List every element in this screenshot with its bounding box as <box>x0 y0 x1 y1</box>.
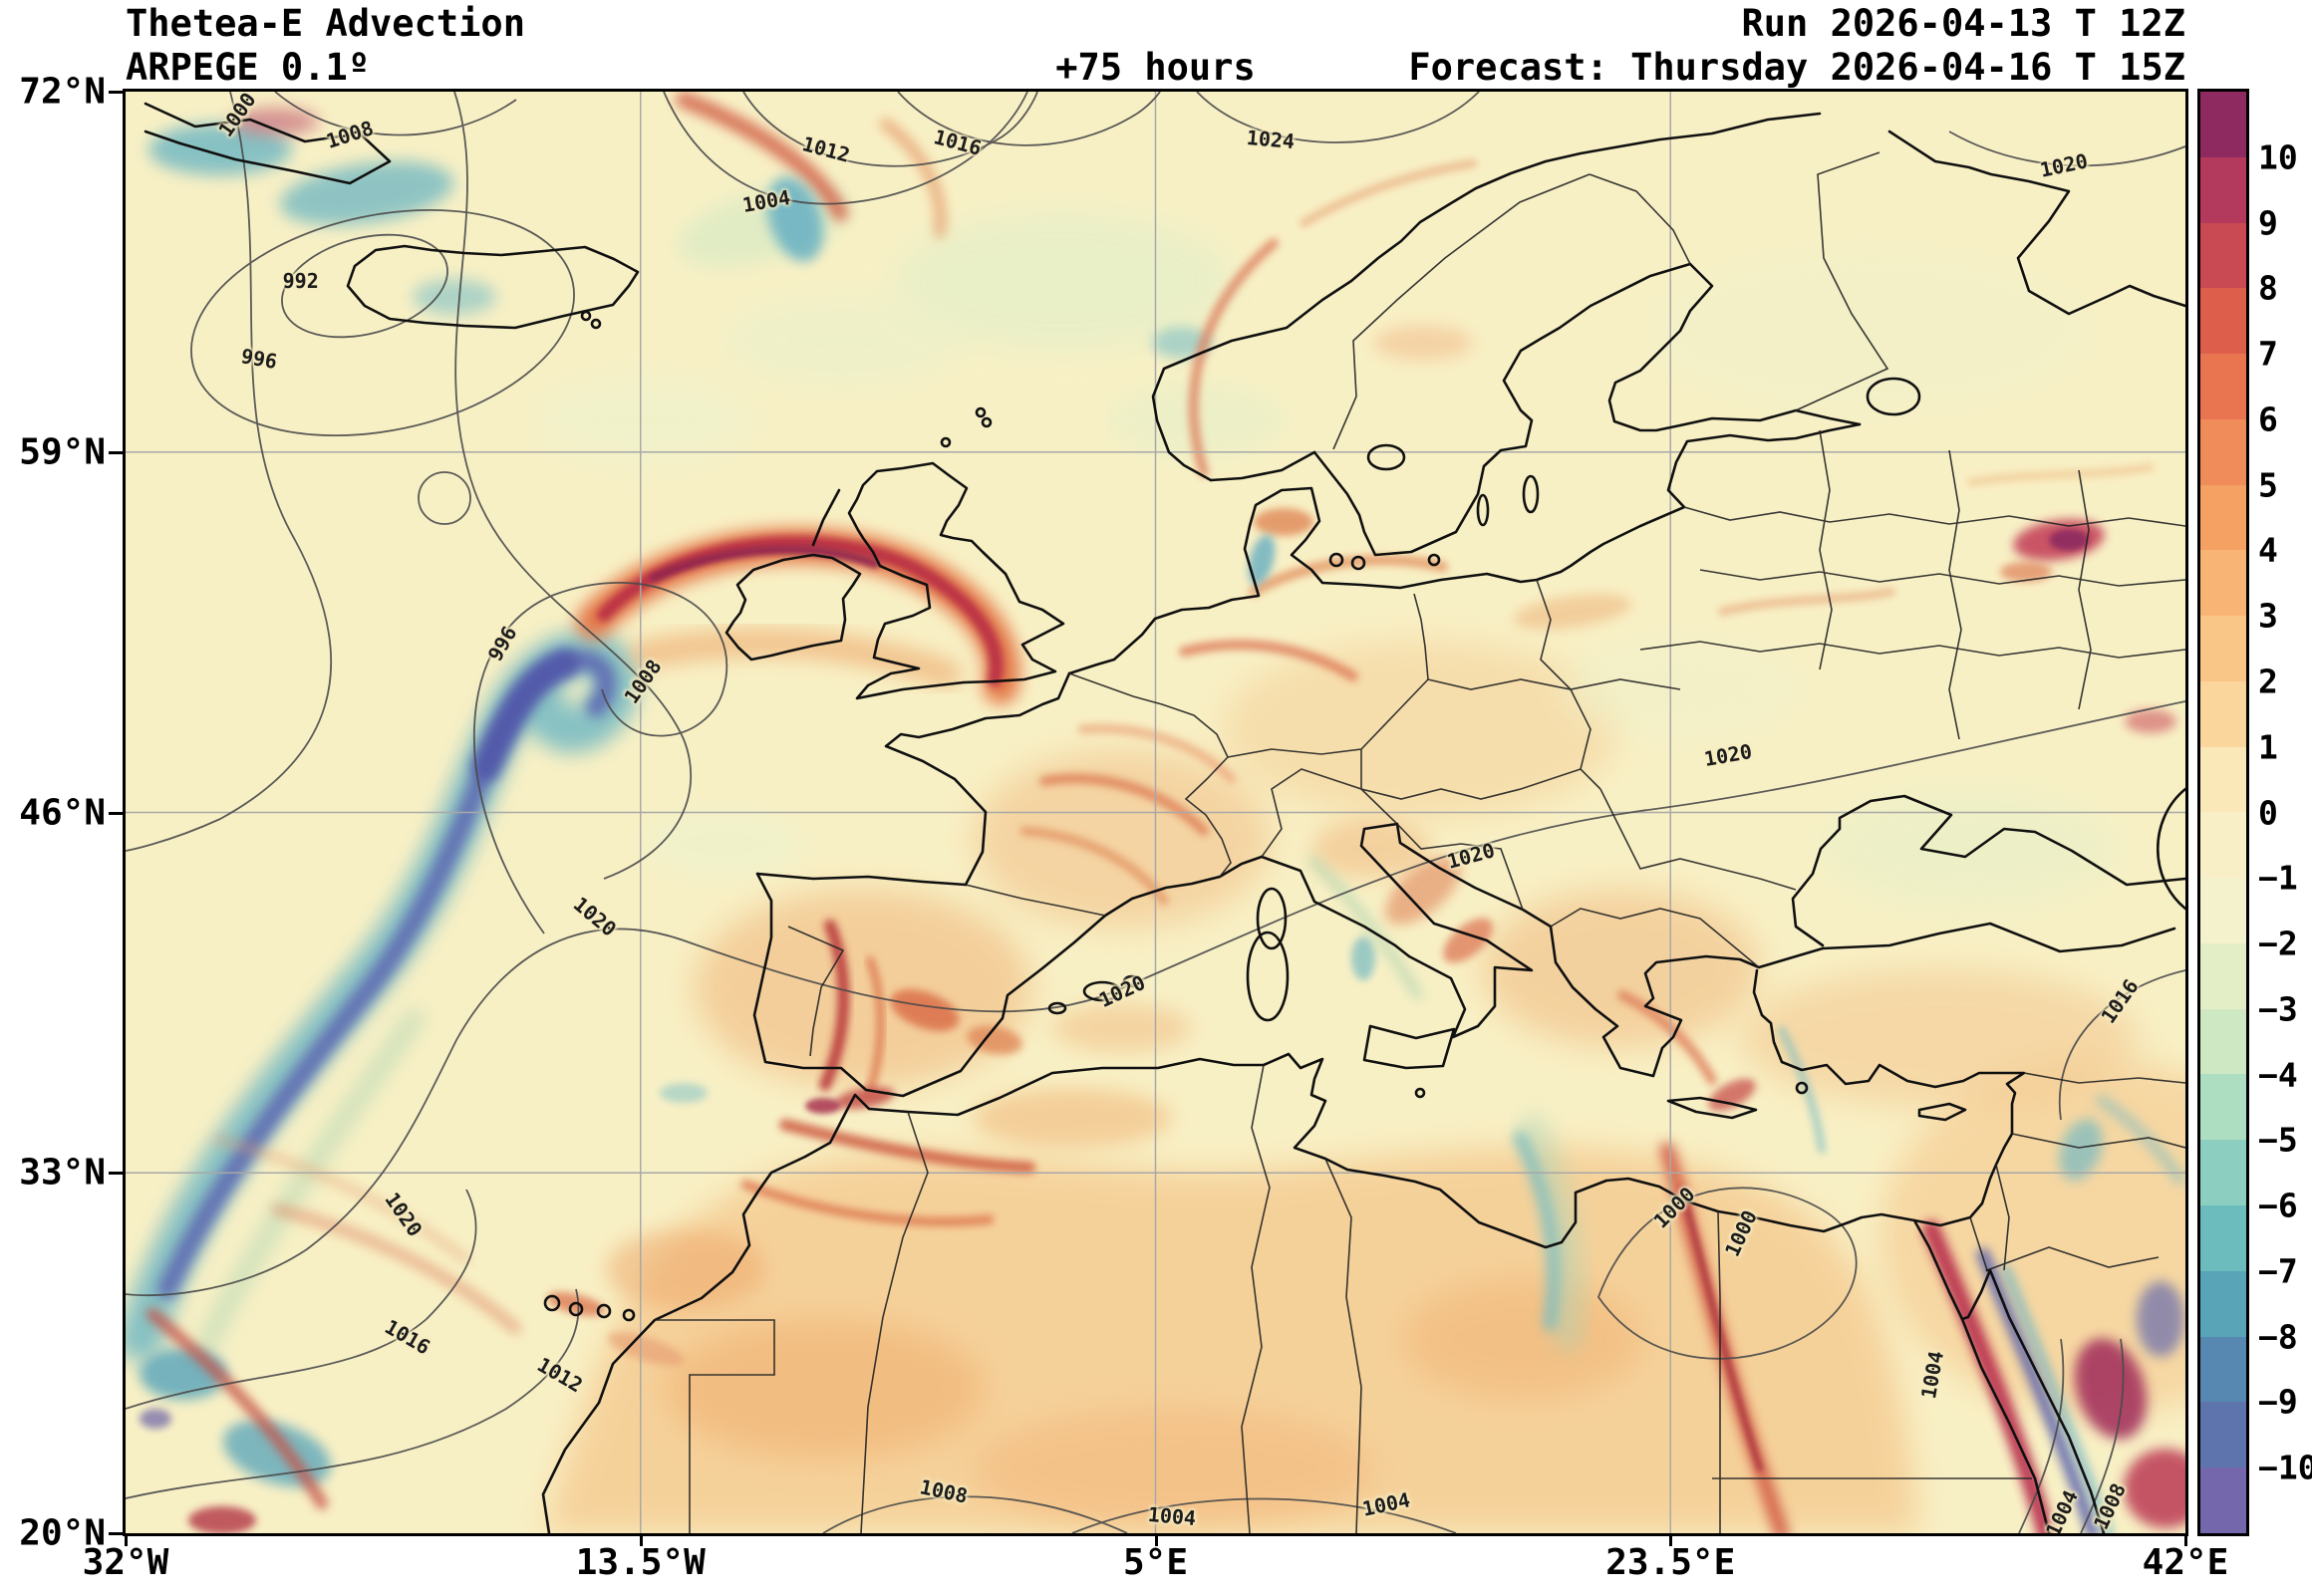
colorbar-segment <box>2200 878 2246 943</box>
colorbar-segment <box>2200 746 2246 813</box>
y-tick-label: 20°N <box>19 1512 106 1554</box>
colorbar-segment <box>2200 1270 2246 1337</box>
colorbar-tick-label: −3 <box>2258 989 2298 1029</box>
colorbar-segment <box>2200 222 2246 289</box>
gridlines-layer <box>126 92 2185 1533</box>
colorbar-tick-label: −9 <box>2258 1382 2298 1422</box>
colorbar-tick-label: −2 <box>2258 924 2298 963</box>
isobar-label: 992 <box>282 268 319 293</box>
y-tick-label: 72°N <box>19 71 106 113</box>
borders-layer <box>655 151 2185 1533</box>
colorbar-segment <box>2200 1402 2246 1468</box>
colorbar-tick-label: 6 <box>2258 399 2278 439</box>
y-tick-mark <box>109 1172 123 1176</box>
colorbar-tick-label: 4 <box>2258 530 2278 570</box>
x-tick-label: 23.5°E <box>1605 1542 1736 1583</box>
colorbar-tick-label: −4 <box>2258 1055 2298 1095</box>
colorbar-segment <box>2200 288 2246 355</box>
colorbar <box>2197 89 2249 1536</box>
colorbar-tick-label: 7 <box>2258 334 2278 374</box>
y-tick-label: 33°N <box>19 1152 106 1194</box>
colorbar-tick-label: 0 <box>2258 793 2278 832</box>
y-tick-mark <box>109 450 123 454</box>
colorbar-segment <box>2200 812 2246 879</box>
colorbar-tick-label: 2 <box>2258 662 2278 701</box>
isobar-layer <box>126 92 2185 1533</box>
colorbar-segment <box>2200 484 2246 551</box>
colorbar-tick-label: −10 <box>2258 1448 2312 1487</box>
colorbar-tick-label: 10 <box>2258 137 2298 177</box>
coastline-layer <box>144 102 2185 1533</box>
model-label: ARPEGE 0.1º <box>126 46 371 89</box>
colorbar-segment <box>2200 942 2246 1009</box>
colorbar-tick-label: −1 <box>2258 858 2298 898</box>
colorbar-tick-label: 3 <box>2258 596 2278 636</box>
y-tick-label: 46°N <box>19 792 106 833</box>
isobar-label: 1004 <box>1146 1501 1198 1530</box>
colorbar-tick-label: −8 <box>2258 1317 2298 1357</box>
x-tick-mark <box>1154 1533 1158 1546</box>
colorbar-segment <box>2200 1008 2246 1075</box>
x-tick-mark <box>125 1533 128 1546</box>
colorbar-tick-label: −7 <box>2258 1251 2298 1291</box>
colorbar-tick-label: 9 <box>2258 203 2278 243</box>
colorbar-segment <box>2200 1336 2246 1403</box>
title-block: Thetea-E Advection ARPEGE 0.1º <box>126 2 525 90</box>
x-tick-mark <box>2184 1533 2187 1546</box>
x-tick-mark <box>639 1533 643 1546</box>
colorbar-segment <box>2200 354 2246 419</box>
x-tick-mark <box>1669 1533 1673 1546</box>
colorbar-segment <box>2200 550 2246 617</box>
map-canvas <box>126 92 2185 1533</box>
forecast-label: Forecast: Thursday 2026-04-16 T 15Z <box>1408 46 2185 89</box>
colorbar-tick-label: 1 <box>2258 727 2278 767</box>
colorbar-segment <box>2200 616 2246 681</box>
y-tick-mark <box>109 91 123 94</box>
x-tick-label: 32°W <box>82 1542 169 1583</box>
y-tick-mark <box>109 811 123 815</box>
y-tick-mark <box>109 1532 123 1535</box>
colorbar-tick-label: 8 <box>2258 268 2278 308</box>
colorbar-tick-label: −5 <box>2258 1120 2298 1160</box>
colorbar-segment <box>2200 156 2246 223</box>
colorbar-segment <box>2200 1467 2246 1533</box>
lead-time-label: +75 hours <box>1055 46 1256 89</box>
map-plot: 1000 1008 1004 1012 1016 1024 1020 992 996 996 100… <box>123 89 2188 1536</box>
x-tick-label: 42°E <box>2142 1542 2229 1583</box>
x-tick-label: 5°E <box>1122 1542 1189 1583</box>
colorbar-tick-label: −6 <box>2258 1186 2298 1225</box>
run-label: Run 2026-04-13 T 12Z <box>1741 2 2185 45</box>
colorbar-segment <box>2200 680 2246 747</box>
colorbar-segment <box>2200 1205 2246 1271</box>
colorbar-segment <box>2200 1074 2246 1141</box>
y-tick-label: 59°N <box>19 431 106 473</box>
colorbar-segment <box>2200 1140 2246 1206</box>
colorbar-segment <box>2200 418 2246 485</box>
colorbar-segment <box>2200 92 2246 157</box>
chart-title: Thetea-E Advection <box>126 2 525 45</box>
isobar-label: 1024 <box>1246 125 1297 153</box>
run-block: Run 2026-04-13 T 12Z Forecast: Thursday … <box>1408 2 2185 90</box>
x-tick-label: 13.5°W <box>575 1542 706 1583</box>
colorbar-tick-label: 5 <box>2258 465 2278 505</box>
